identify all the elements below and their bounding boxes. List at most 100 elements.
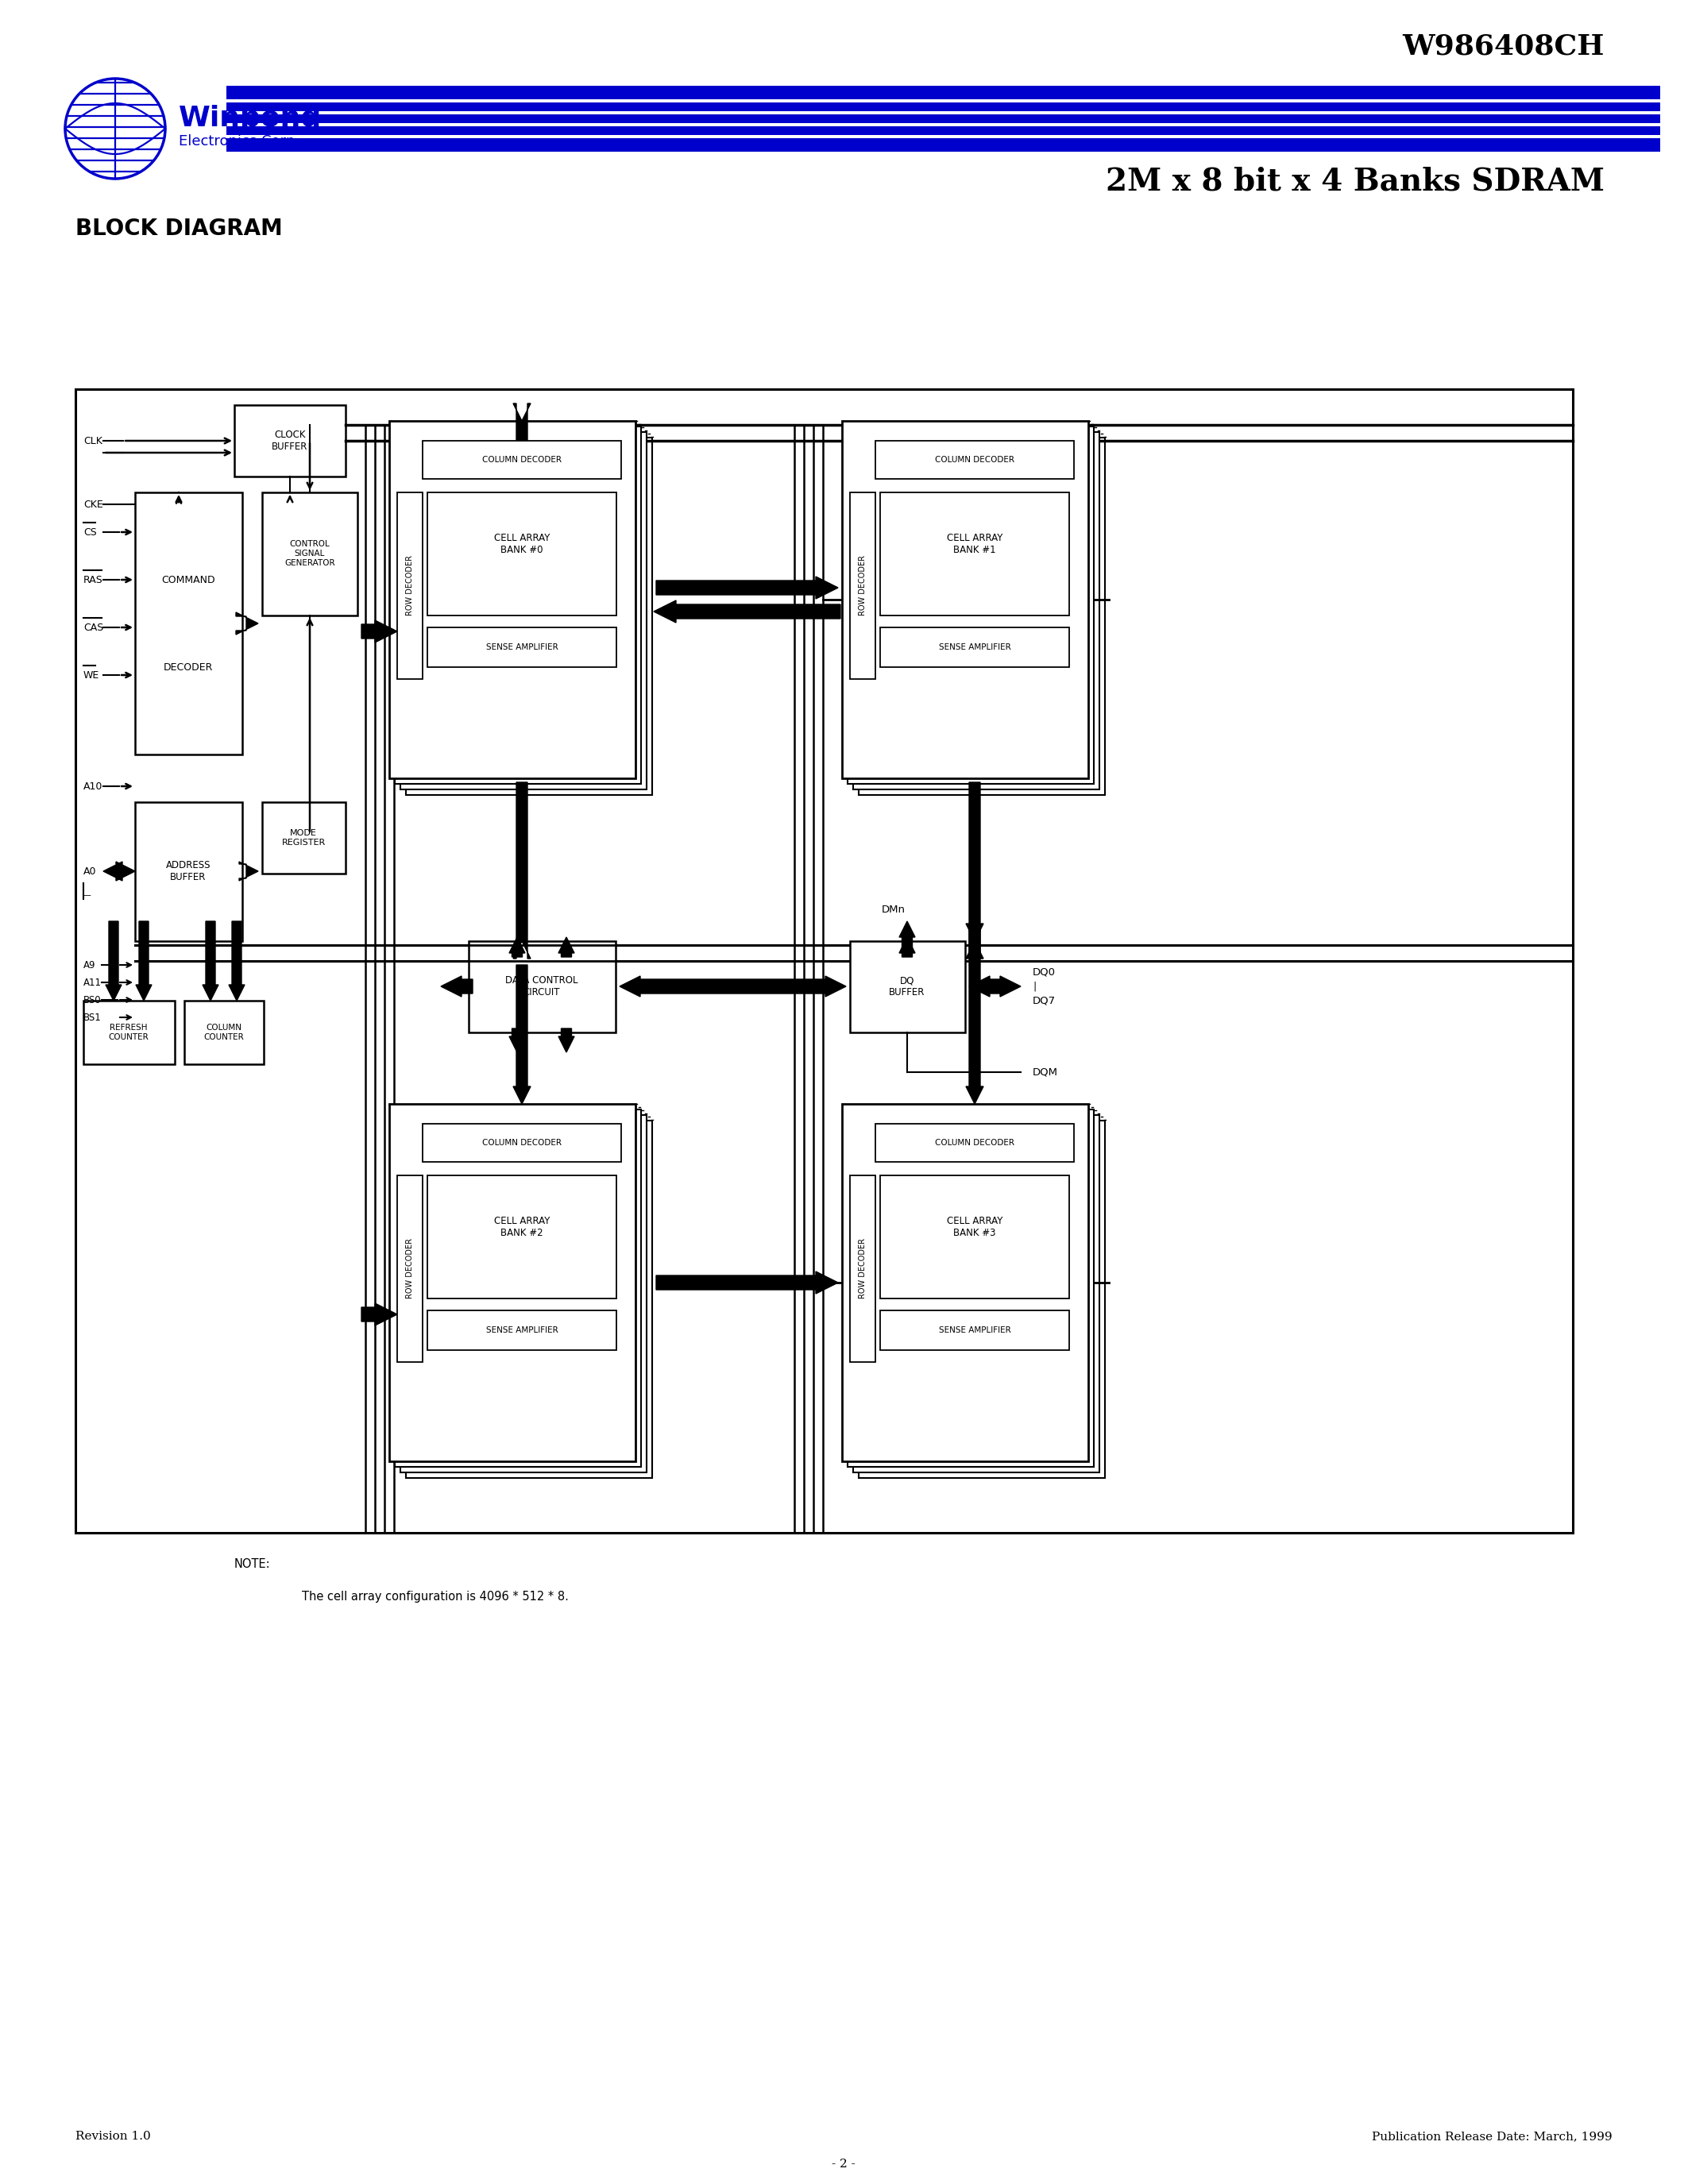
Polygon shape (240, 863, 258, 880)
Bar (390, 1103, 635, 1461)
Text: CELL ARRAY
BANK #2: CELL ARRAY BANK #2 (495, 1216, 550, 1238)
Bar (879, 491, 1069, 616)
Text: DQ
BUFFER: DQ BUFFER (890, 976, 925, 998)
Text: REFRESH
COUNTER: REFRESH COUNTER (108, 1024, 149, 1042)
Polygon shape (203, 922, 218, 1000)
Text: DMn: DMn (881, 904, 905, 915)
Text: SENSE AMPLIFIER: SENSE AMPLIFIER (486, 1326, 559, 1334)
Polygon shape (966, 782, 984, 959)
Text: COLUMN DECODER: COLUMN DECODER (483, 1138, 562, 1147)
Bar (226, 85, 1661, 98)
Bar (469, 941, 616, 1033)
Text: BS0: BS0 (83, 994, 101, 1005)
Bar (859, 437, 1106, 795)
Text: - 2 -: - 2 - (832, 2158, 856, 2169)
Polygon shape (657, 577, 837, 598)
Bar (427, 491, 616, 616)
Text: COLUMN
COUNTER: COLUMN COUNTER (204, 1024, 245, 1042)
Polygon shape (513, 404, 530, 446)
Text: CAS: CAS (83, 622, 103, 633)
Text: ROW DECODER: ROW DECODER (859, 555, 866, 616)
Polygon shape (559, 1029, 574, 1053)
Bar (83, 1000, 176, 1064)
Text: CONTROL
SIGNAL
GENERATOR: CONTROL SIGNAL GENERATOR (285, 539, 334, 566)
Polygon shape (900, 937, 915, 957)
Text: MODE
REGISTER: MODE REGISTER (282, 830, 326, 847)
Bar (76, 389, 1573, 1533)
Text: DATA CONTROL
CIRCUIT: DATA CONTROL CIRCUIT (505, 976, 577, 998)
Bar (847, 1109, 1094, 1468)
Bar (852, 1116, 1099, 1472)
Polygon shape (966, 965, 984, 1103)
Text: ADDRESS
BUFFER: ADDRESS BUFFER (165, 860, 211, 882)
Text: COLUMN DECODER: COLUMN DECODER (483, 456, 562, 463)
Text: SENSE AMPLIFIER: SENSE AMPLIFIER (939, 644, 1011, 651)
Polygon shape (900, 922, 915, 950)
Bar (262, 491, 358, 616)
Polygon shape (969, 976, 1021, 996)
Bar (226, 127, 1661, 135)
Polygon shape (106, 922, 122, 1000)
Bar (851, 1175, 876, 1363)
Bar (422, 1125, 621, 1162)
Bar (395, 1109, 641, 1468)
Text: CLOCK
BUFFER: CLOCK BUFFER (272, 430, 307, 452)
Bar (235, 404, 346, 476)
Polygon shape (657, 1271, 837, 1293)
Bar (879, 627, 1069, 666)
Polygon shape (653, 601, 841, 622)
Bar (842, 1103, 1089, 1461)
Text: DECODER: DECODER (164, 662, 213, 673)
Text: SENSE AMPLIFIER: SENSE AMPLIFIER (939, 1326, 1011, 1334)
Text: A9: A9 (83, 959, 96, 970)
Bar (427, 1310, 616, 1350)
Polygon shape (559, 937, 574, 957)
Polygon shape (361, 1304, 397, 1326)
Bar (262, 802, 346, 874)
Text: W986408CH: W986408CH (1403, 33, 1605, 59)
Text: The cell array configuration is 4096 * 512 * 8.: The cell array configuration is 4096 * 5… (302, 1590, 569, 1603)
Text: ROW DECODER: ROW DECODER (405, 555, 414, 616)
Text: A0: A0 (83, 867, 96, 876)
Bar (390, 422, 635, 778)
Text: ROW DECODER: ROW DECODER (405, 1238, 414, 1299)
Text: 2M x 8 bit x 4 Banks SDRAM: 2M x 8 bit x 4 Banks SDRAM (1106, 166, 1605, 197)
Bar (422, 441, 621, 478)
Polygon shape (510, 937, 525, 957)
Text: BS1: BS1 (83, 1011, 101, 1022)
Text: RAS: RAS (83, 574, 103, 585)
Bar (847, 426, 1094, 784)
Text: |: | (1033, 981, 1036, 992)
Text: NOTE:: NOTE: (235, 1559, 270, 1570)
Bar (395, 426, 641, 784)
Polygon shape (361, 620, 397, 642)
Bar (876, 441, 1074, 478)
Text: SENSE AMPLIFIER: SENSE AMPLIFIER (486, 644, 559, 651)
Bar (427, 1175, 616, 1299)
Text: COMMAND: COMMAND (162, 574, 214, 585)
Bar (226, 138, 1661, 151)
Text: COLUMN DECODER: COLUMN DECODER (935, 1138, 1014, 1147)
Bar (135, 491, 243, 753)
Text: CELL ARRAY
BANK #1: CELL ARRAY BANK #1 (947, 533, 1003, 555)
Text: DQ7: DQ7 (1033, 996, 1055, 1007)
Bar (400, 1116, 647, 1472)
Text: CLK: CLK (83, 435, 103, 446)
Polygon shape (619, 976, 846, 996)
Polygon shape (966, 924, 984, 965)
Polygon shape (513, 782, 530, 959)
Bar (405, 1120, 652, 1479)
Text: DQM: DQM (1033, 1068, 1058, 1077)
Text: Winbond: Winbond (179, 105, 322, 131)
Bar (859, 1120, 1106, 1479)
Bar (226, 114, 1661, 122)
Text: DQ0: DQ0 (1033, 968, 1055, 976)
Bar (226, 103, 1661, 111)
Bar (852, 432, 1099, 788)
Polygon shape (230, 922, 245, 1000)
Polygon shape (103, 863, 135, 880)
Text: Electronics Corp.: Electronics Corp. (179, 133, 300, 149)
Polygon shape (236, 612, 258, 636)
Bar (397, 491, 422, 679)
Text: CELL ARRAY
BANK #3: CELL ARRAY BANK #3 (947, 1216, 1003, 1238)
